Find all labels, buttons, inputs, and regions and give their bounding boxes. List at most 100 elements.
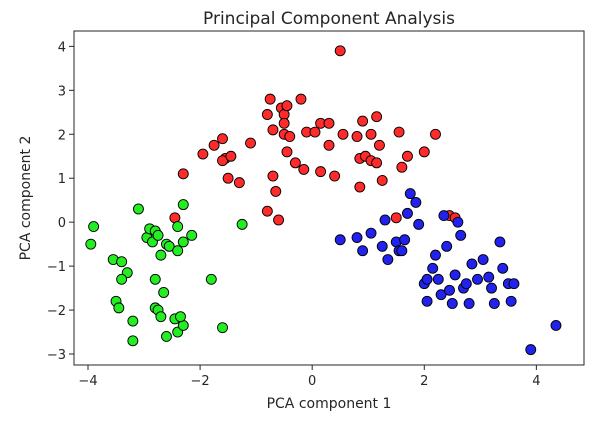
data-point — [444, 284, 455, 296]
data-point — [373, 139, 385, 151]
data-point — [236, 218, 248, 230]
data-point — [85, 238, 97, 250]
data-point — [421, 295, 433, 307]
data-point — [365, 128, 377, 140]
data-point — [186, 229, 198, 241]
data-points — [85, 45, 562, 356]
y-axis-label: PCA component 2 — [18, 136, 34, 261]
data-point — [177, 236, 189, 248]
data-point — [197, 148, 209, 160]
data-point — [399, 234, 411, 246]
data-point — [281, 100, 293, 112]
data-point — [483, 271, 495, 283]
series-1 — [169, 45, 461, 226]
data-point — [273, 214, 285, 226]
data-point — [460, 278, 472, 290]
data-point — [351, 232, 363, 244]
data-point — [477, 254, 489, 265]
series-3 — [334, 188, 562, 356]
data-point — [357, 115, 369, 127]
plot-area — [73, 30, 585, 366]
data-point — [376, 174, 388, 186]
data-point — [418, 146, 430, 158]
data-point — [371, 111, 383, 123]
data-point — [508, 278, 520, 290]
data-point — [382, 254, 394, 265]
data-point — [155, 249, 167, 261]
data-point — [402, 150, 413, 162]
data-point — [410, 196, 422, 208]
data-point — [323, 117, 335, 129]
data-point — [449, 269, 461, 281]
data-point — [289, 157, 301, 169]
data-point — [452, 216, 464, 228]
data-point — [438, 210, 450, 222]
x-tick-label: 4 — [532, 374, 540, 389]
data-point — [402, 207, 413, 219]
data-point — [488, 298, 500, 309]
data-point — [354, 181, 366, 193]
data-point — [225, 150, 237, 162]
data-point — [441, 240, 453, 252]
data-point — [525, 344, 537, 356]
x-tick-label: −4 — [78, 374, 97, 389]
data-point — [261, 109, 273, 120]
data-point — [222, 172, 234, 184]
data-point — [158, 287, 170, 298]
data-point — [334, 234, 346, 246]
data-point — [205, 273, 217, 285]
y-tick-label: 1 — [58, 172, 66, 187]
data-point — [430, 249, 441, 261]
data-point — [323, 139, 335, 151]
data-point — [127, 335, 139, 347]
data-point — [396, 161, 408, 173]
chart-title: Principal Component Analysis — [203, 9, 455, 29]
data-point — [329, 170, 341, 182]
data-point — [379, 214, 391, 226]
data-point — [217, 133, 228, 145]
data-point — [278, 117, 290, 129]
data-point — [295, 93, 307, 105]
data-point — [267, 170, 279, 182]
data-point — [463, 298, 475, 309]
data-point — [550, 319, 562, 331]
data-point — [149, 273, 161, 285]
data-point — [486, 282, 497, 294]
data-point — [351, 131, 363, 142]
data-point — [116, 256, 128, 268]
data-point — [390, 212, 402, 224]
data-point — [163, 240, 175, 252]
y-tick-label: 0 — [58, 216, 66, 231]
data-point — [133, 203, 144, 215]
y-axis: −3 −2 −1 0 1 2 3 4 — [47, 40, 74, 363]
data-point — [298, 163, 310, 175]
data-point — [371, 157, 383, 169]
data-point — [261, 205, 273, 217]
data-point — [376, 240, 388, 252]
data-point — [281, 146, 293, 158]
y-tick-label: −1 — [47, 260, 66, 275]
data-point — [264, 93, 276, 105]
data-point — [233, 177, 245, 189]
data-point — [127, 315, 139, 327]
data-point — [421, 273, 433, 285]
x-tick-label: 2 — [420, 374, 428, 389]
data-point — [404, 188, 416, 200]
data-point — [505, 295, 517, 307]
data-point — [177, 168, 189, 180]
data-point — [446, 298, 458, 309]
data-point — [270, 185, 282, 197]
data-point — [334, 45, 346, 57]
data-point — [357, 245, 369, 257]
data-point — [172, 221, 184, 233]
data-point — [365, 227, 377, 239]
data-point — [432, 273, 444, 285]
x-tick-label: 0 — [308, 374, 316, 389]
data-point — [393, 126, 405, 138]
x-axis: −4 −2 0 2 4 — [78, 365, 541, 389]
data-point — [427, 262, 439, 274]
y-tick-label: −3 — [47, 348, 66, 363]
data-point — [497, 262, 509, 274]
